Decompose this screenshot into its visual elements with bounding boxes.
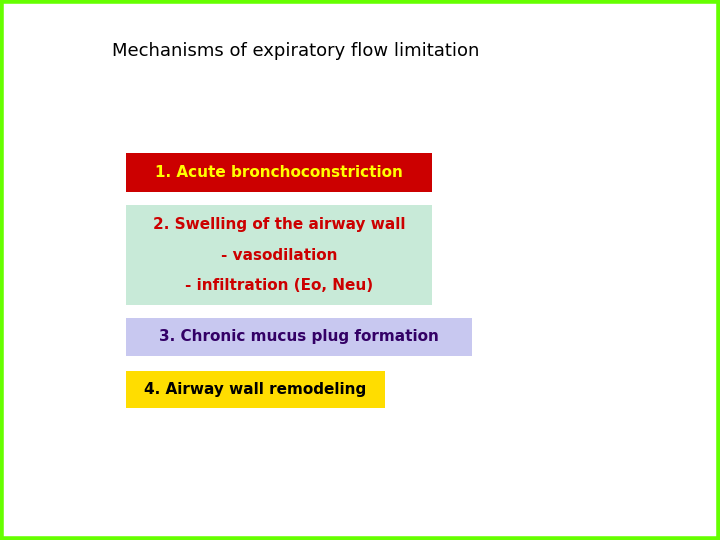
FancyBboxPatch shape: [126, 153, 432, 192]
Text: 1. Acute bronchoconstriction: 1. Acute bronchoconstriction: [155, 165, 403, 180]
Text: Mechanisms of expiratory flow limitation: Mechanisms of expiratory flow limitation: [112, 42, 479, 60]
FancyBboxPatch shape: [126, 318, 472, 356]
FancyBboxPatch shape: [126, 205, 432, 305]
Text: 2. Swelling of the airway wall: 2. Swelling of the airway wall: [153, 218, 405, 232]
Text: 4. Airway wall remodeling: 4. Airway wall remodeling: [145, 382, 366, 397]
Text: - infiltration (Eo, Neu): - infiltration (Eo, Neu): [185, 278, 373, 293]
FancyBboxPatch shape: [126, 371, 385, 408]
Text: 3. Chronic mucus plug formation: 3. Chronic mucus plug formation: [159, 329, 438, 345]
Text: - vasodilation: - vasodilation: [221, 248, 337, 262]
